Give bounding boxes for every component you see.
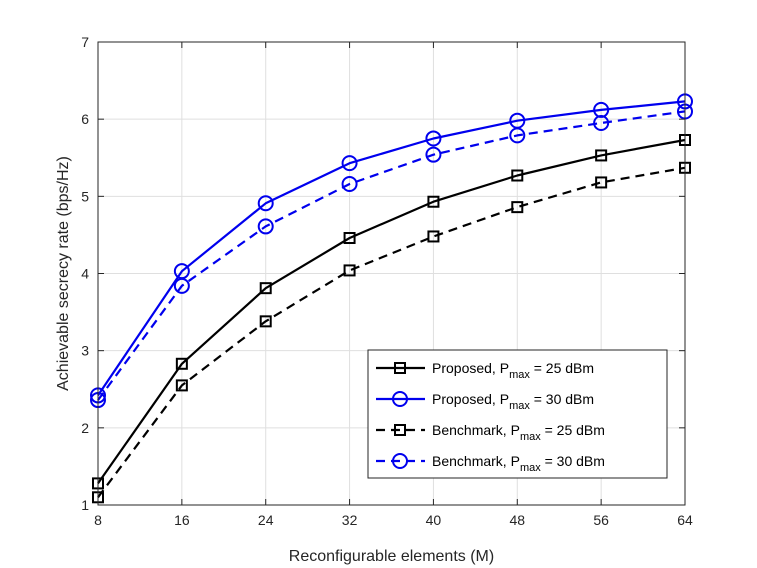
- legend-marker: [394, 424, 406, 436]
- series-line: [97, 110, 686, 401]
- legend-box: [367, 349, 668, 479]
- data-point-marker: [341, 155, 358, 172]
- data-point-marker: [509, 127, 526, 144]
- y-tick-label: 3: [81, 343, 89, 359]
- x-tick-label: 48: [509, 512, 525, 528]
- x-tick-label: 16: [174, 512, 190, 528]
- legend-label: Benchmark, Pmax = 25 dBm: [432, 422, 605, 443]
- legend-entry: Proposed, Pmax = 25 dBm: [376, 360, 594, 381]
- data-point-marker: [511, 169, 524, 182]
- data-point-marker: [425, 130, 442, 147]
- data-point-marker: [175, 357, 188, 370]
- data-point-marker: [341, 175, 358, 192]
- y-axis-title: Achievable secrecy rate (bps/Hz): [55, 156, 72, 391]
- y-tick-label: 6: [81, 111, 89, 127]
- legend-marker: [392, 453, 408, 469]
- data-point-marker: [257, 218, 274, 235]
- y-tick-label: 4: [81, 266, 89, 282]
- x-tick-label: 24: [258, 512, 274, 528]
- y-tick-label: 1: [81, 497, 89, 513]
- data-point-marker: [343, 232, 356, 245]
- series-line: [97, 100, 686, 397]
- data-point-marker: [427, 230, 440, 243]
- x-tick-label: 8: [94, 512, 102, 528]
- data-point-marker: [425, 146, 442, 163]
- series-line: [97, 166, 686, 498]
- data-point-marker: [259, 315, 272, 328]
- data-point-marker: [343, 264, 356, 277]
- data-point-marker: [175, 379, 188, 392]
- x-tick-label: 64: [677, 512, 693, 528]
- x-tick-label: 32: [342, 512, 358, 528]
- x-tick-label: 40: [426, 512, 442, 528]
- legend-label: Proposed, Pmax = 25 dBm: [432, 360, 594, 381]
- legend-label: Proposed, Pmax = 30 dBm: [432, 391, 594, 412]
- y-tick-label: 5: [81, 188, 89, 204]
- data-point-marker: [259, 282, 272, 295]
- data-point-marker: [511, 201, 524, 214]
- data-point-marker: [595, 176, 608, 189]
- data-point-marker: [593, 115, 610, 132]
- data-point-marker: [595, 149, 608, 162]
- legend: Proposed, Pmax = 25 dBm Proposed, Pmax = …: [367, 349, 668, 479]
- x-tick-label: 56: [593, 512, 609, 528]
- legend-entry: Benchmark, Pmax = 30 dBm: [376, 453, 605, 474]
- data-point-marker: [427, 195, 440, 208]
- legend-label: Benchmark, Pmax = 30 dBm: [432, 453, 605, 474]
- x-axis-title: Reconfigurable elements (M): [289, 548, 494, 565]
- legend-entry: Benchmark, Pmax = 25 dBm: [376, 422, 605, 443]
- legend-entry: Proposed, Pmax = 30 dBm: [376, 391, 594, 412]
- data-point-marker: [173, 277, 190, 294]
- y-tick-label: 2: [81, 420, 89, 436]
- data-point-marker: [257, 195, 274, 212]
- legend-marker: [394, 362, 406, 374]
- y-tick-label: 7: [81, 34, 89, 50]
- series-layer: [90, 93, 693, 504]
- legend-marker: [392, 391, 408, 407]
- series-line: [97, 138, 686, 485]
